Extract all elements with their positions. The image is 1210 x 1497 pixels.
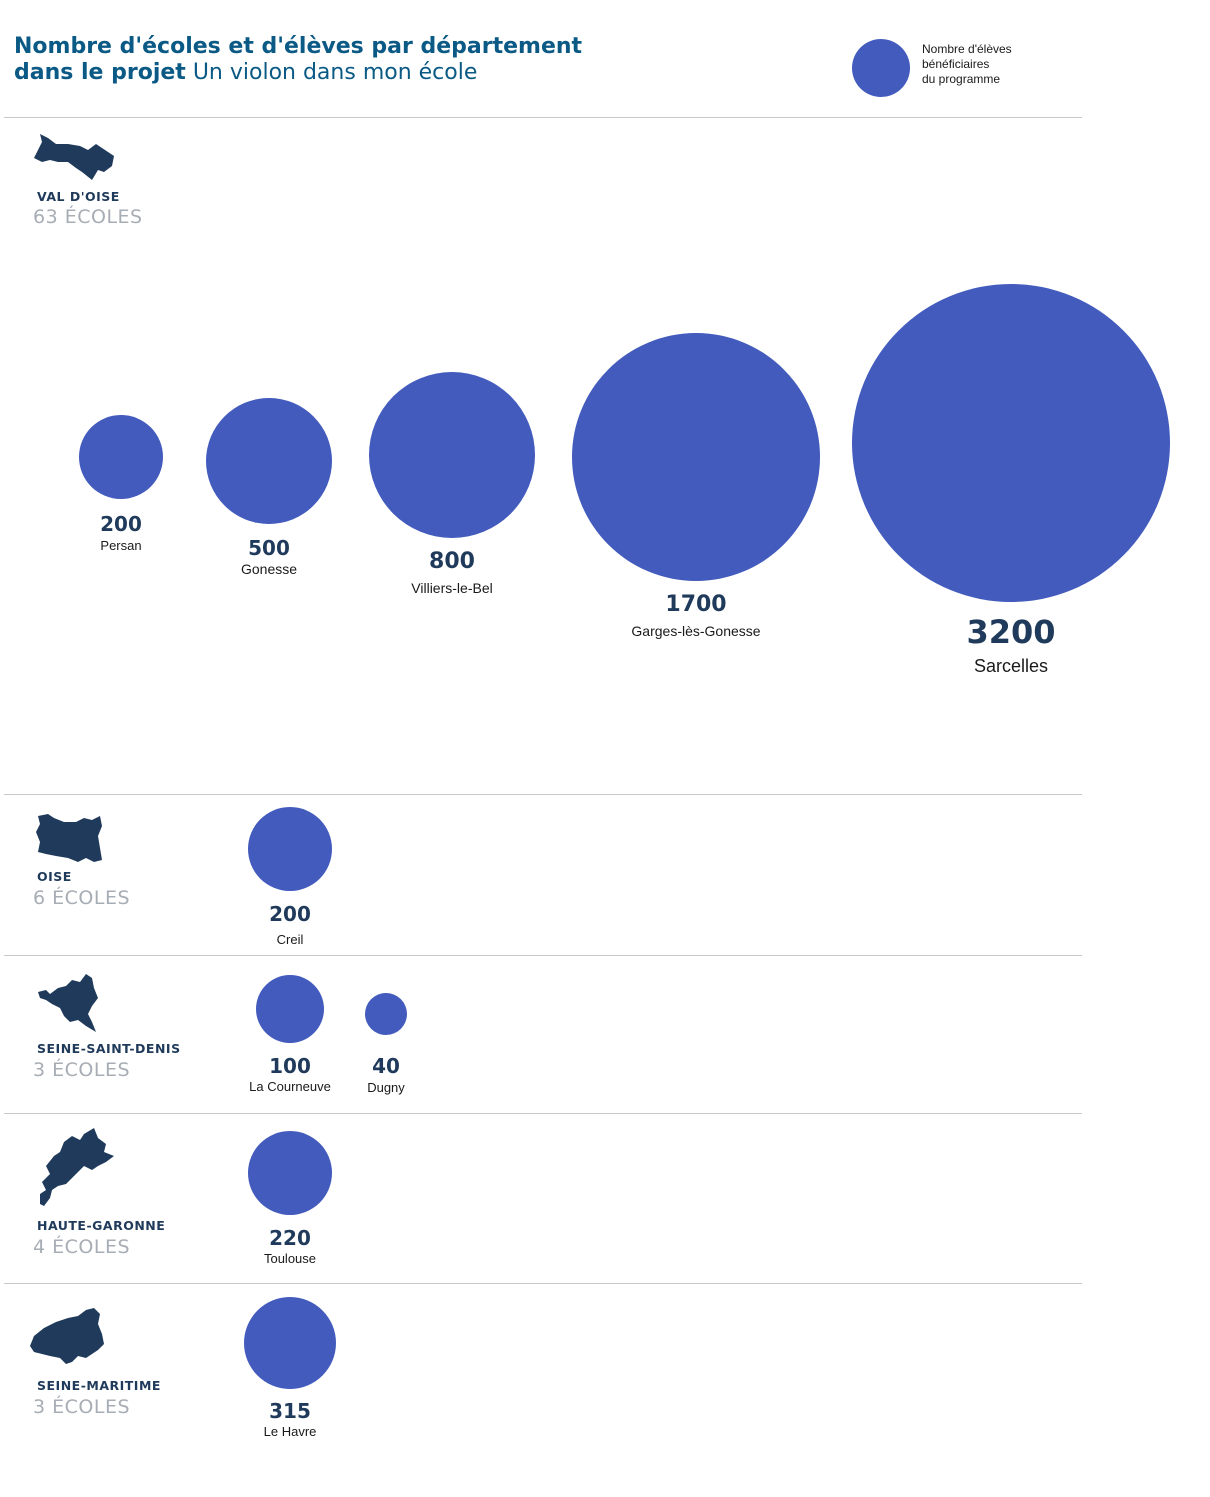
bubble-la-courneuve xyxy=(256,975,324,1043)
dept-schools-oise: 6 ÉCOLES xyxy=(33,887,131,909)
bubble-dugny xyxy=(365,993,407,1035)
dept-schools-val-doise: 63 ÉCOLES xyxy=(33,206,143,228)
bubble-creil xyxy=(248,807,332,891)
separator xyxy=(4,1113,1082,1114)
dept-schools-haute-garonne: 4 ÉCOLES xyxy=(33,1236,131,1258)
dept-name-haute-garonne: HAUTE-GARONNE xyxy=(37,1218,166,1233)
dept-name-seine-saint-denis: SEINE-SAINT-DENIS xyxy=(37,1041,181,1056)
bubble-toulouse xyxy=(248,1131,332,1215)
separator xyxy=(4,1283,1082,1284)
legend-bubble xyxy=(852,39,910,97)
bubble-gonesse xyxy=(206,398,332,524)
separator xyxy=(4,955,1082,956)
city-label-garges-l-s-gonesse: Garges-lès-Gonesse xyxy=(631,623,761,639)
value-label-la-courneuve: 100 xyxy=(269,1054,311,1078)
dept-name-oise: OISE xyxy=(37,869,72,884)
seine-maritime-map-icon xyxy=(30,1308,104,1364)
bubble-garges-l-s-gonesse xyxy=(572,333,820,581)
bubble-sarcelles xyxy=(852,284,1170,602)
value-label-dugny: 40 xyxy=(372,1054,400,1078)
value-label-le-havre: 315 xyxy=(269,1399,311,1423)
value-label-garges-l-s-gonesse: 1700 xyxy=(665,592,727,617)
city-label-villiers-le-bel: Villiers-le-Bel xyxy=(411,580,493,596)
bubble-le-havre xyxy=(244,1297,336,1389)
bubble-persan xyxy=(79,415,163,499)
separator xyxy=(4,117,1082,118)
dept-schools-seine-saint-denis: 3 ÉCOLES xyxy=(33,1059,131,1081)
dept-schools-seine-maritime: 3 ÉCOLES xyxy=(33,1396,131,1418)
legend-label: Nombre d'élèves bénéficiaires du program… xyxy=(922,42,1012,86)
seine-saint-denis-map-icon xyxy=(38,974,98,1032)
value-label-gonesse: 500 xyxy=(248,536,290,560)
city-label-gonesse: Gonesse xyxy=(240,561,298,577)
bubble-villiers-le-bel xyxy=(369,372,535,538)
city-label-persan: Persan xyxy=(100,538,142,553)
city-label-sarcelles: Sarcelles xyxy=(973,656,1049,676)
city-label-dugny: Dugny xyxy=(367,1080,405,1095)
value-label-sarcelles: 3200 xyxy=(966,613,1056,651)
oise-map-icon xyxy=(36,814,102,862)
value-label-toulouse: 220 xyxy=(269,1226,311,1250)
haute-garonne-map-icon xyxy=(40,1128,114,1206)
dept-name-seine-maritime: SEINE-MARITIME xyxy=(37,1378,161,1393)
city-label-la-courneuve: La Courneuve xyxy=(249,1079,331,1094)
chart-title: Nombre d'écoles et d'élèves par départem… xyxy=(14,34,583,85)
separator xyxy=(4,794,1082,795)
city-label-le-havre: Le Havre xyxy=(263,1424,317,1439)
value-label-villiers-le-bel: 800 xyxy=(429,549,475,574)
value-label-persan: 200 xyxy=(100,512,142,536)
city-label-toulouse: Toulouse xyxy=(263,1251,317,1266)
dept-name-val-doise: VAL D'OISE xyxy=(37,189,120,204)
city-label-creil: Creil xyxy=(276,932,304,947)
val-doise-map-icon xyxy=(34,134,114,180)
value-label-creil: 200 xyxy=(269,902,311,926)
